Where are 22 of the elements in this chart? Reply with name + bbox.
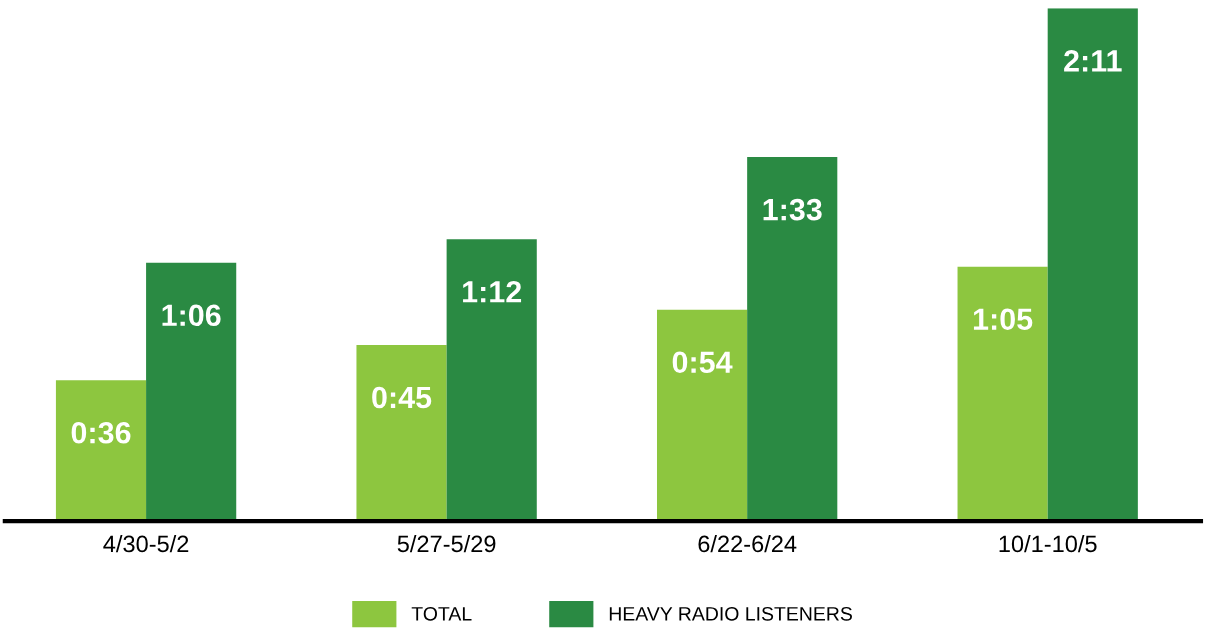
bar (957, 266, 1048, 522)
bar (747, 157, 838, 522)
bar (656, 309, 748, 522)
data-label: 0:36 (71, 421, 131, 444)
x-tick-label: 6/22-6/24 (698, 534, 797, 553)
data-label: 2:11 (1064, 50, 1122, 72)
legend-label: HEAVY RADIO LISTENERS (609, 606, 852, 621)
bar (55, 380, 147, 522)
data-label: 0:45 (372, 386, 432, 409)
legend-label: TOTAL (411, 606, 472, 621)
bar (1047, 8, 1138, 522)
x-tick-label: 10/1-10/5 (999, 534, 1097, 553)
bar (146, 262, 237, 522)
bar (356, 344, 447, 522)
data-label: 1:33 (763, 198, 822, 221)
x-tick-label: 5/27-5/29 (397, 534, 496, 553)
bar (446, 239, 537, 522)
data-label: 1:06 (162, 304, 221, 327)
x-tick-label: 4/30-5/2 (103, 534, 189, 553)
data-label: 0:54 (672, 351, 733, 374)
data-label: 1:12 (463, 281, 522, 303)
data-label: 1:05 (973, 308, 1033, 331)
